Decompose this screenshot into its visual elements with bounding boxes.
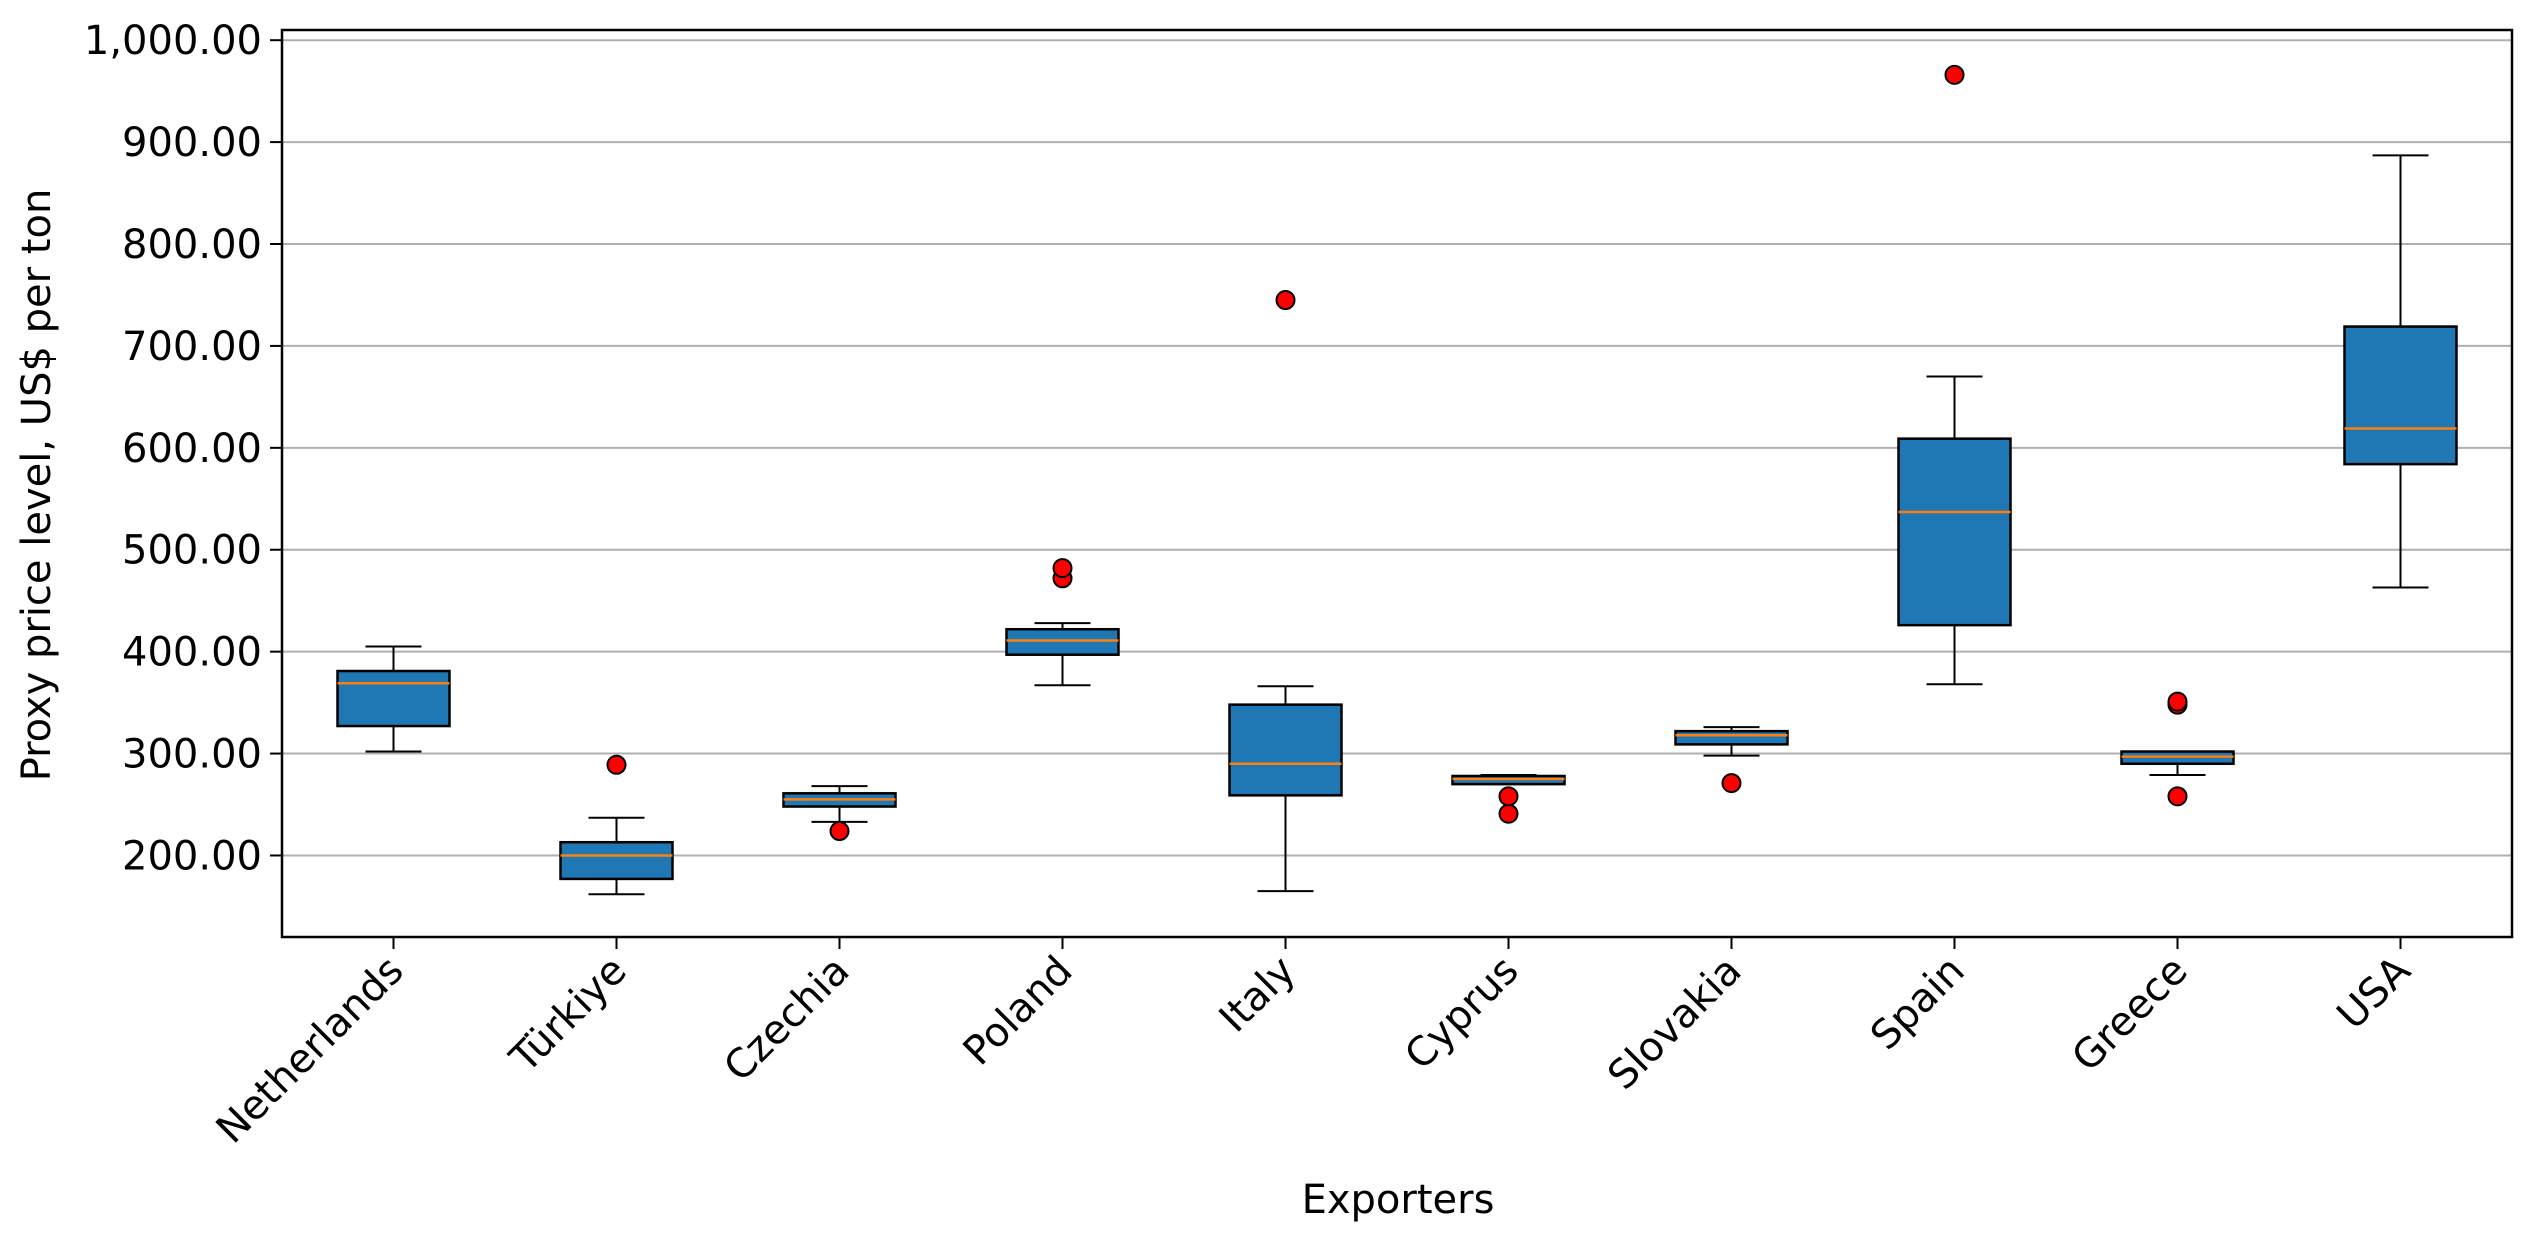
box: [1897, 437, 2012, 627]
x-tick-label: Spain: [1862, 948, 1974, 1060]
box: [559, 840, 674, 881]
outlier-point: [1275, 290, 1296, 311]
y-tick-label: 400.00: [122, 630, 262, 676]
outlier-point: [1498, 803, 1519, 824]
y-tick-label: 300.00: [122, 732, 262, 778]
box-group: [1674, 726, 1789, 794]
plot-frame: [280, 28, 2514, 939]
box-layer: [336, 64, 2458, 896]
outlier-point: [606, 754, 627, 775]
y-tick-label: 700.00: [122, 324, 262, 370]
y-tick-label: 800.00: [122, 222, 262, 268]
box: [1005, 627, 1120, 656]
box: [336, 669, 451, 728]
box-group: [1897, 64, 2012, 686]
x-tick-label: USA: [2329, 947, 2421, 1039]
outlier-point: [829, 821, 850, 842]
box-group: [1228, 290, 1343, 893]
axis-layer: 200.00 300.00 400.00 500.00 600.00 700.00 800.…: [84, 18, 2514, 1153]
outlier-point: [1498, 786, 1519, 807]
x-axis-label: Exporters: [1302, 1177, 1495, 1223]
outlier-point: [1721, 773, 1742, 794]
x-tick-label: Slovakia: [1599, 948, 1750, 1099]
outlier-point: [2167, 786, 2188, 807]
box: [1228, 703, 1343, 797]
x-tick-label: Netherlands: [208, 948, 413, 1153]
y-tick-label: 600.00: [122, 426, 262, 472]
y-axis-label: Proxy price level, US$ per ton: [14, 189, 60, 782]
grid-layer: [282, 39, 2512, 857]
y-tick-label: 500.00: [122, 528, 262, 574]
y-tick-label: 200.00: [122, 833, 262, 879]
x-tick-label: Poland: [955, 948, 1082, 1075]
outlier-point: [1052, 558, 1073, 579]
y-tick-label: 900.00: [122, 120, 262, 166]
x-tick-label: Italy: [1211, 948, 1305, 1042]
x-tick-label: Greece: [2063, 948, 2196, 1081]
x-tick-label: Cyprus: [1396, 948, 1527, 1079]
box-group: [2343, 154, 2458, 589]
outlier-point: [2167, 691, 2188, 712]
box-group: [1451, 773, 1566, 824]
outlier-point: [1944, 64, 1965, 85]
box-group: [2120, 691, 2235, 807]
y-tick-label: 1,000.00: [84, 18, 262, 64]
box-group: [559, 754, 674, 896]
x-tick-label: Czechia: [715, 948, 858, 1091]
box: [1674, 729, 1789, 746]
box-group: [336, 645, 451, 753]
x-tick-label: Türkiye: [501, 948, 636, 1083]
box: [2343, 325, 2458, 466]
box-group: [782, 785, 897, 842]
box-group: [1005, 558, 1120, 687]
